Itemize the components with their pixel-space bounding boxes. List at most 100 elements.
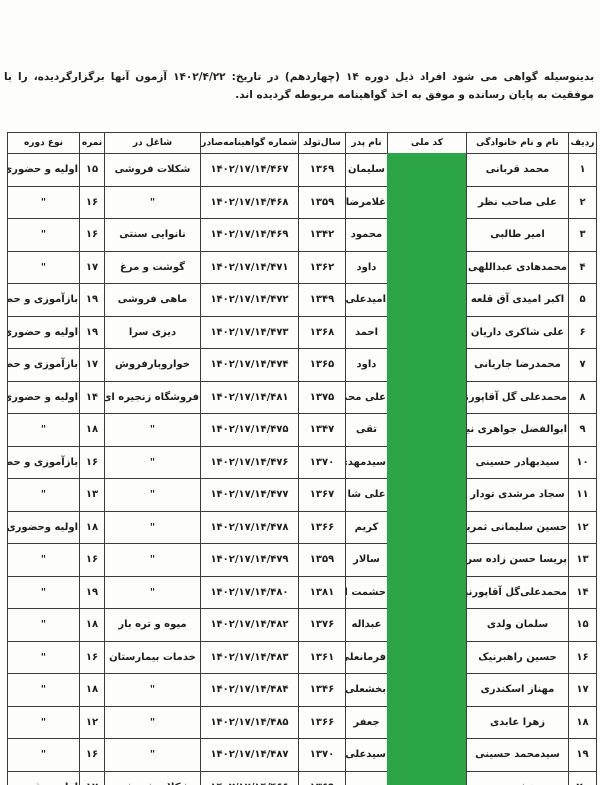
- cell-score: ۱۵: [79, 153, 105, 187]
- table-row: ۱۰ سیدبهادر حسینی سیدمهدی ۱۳۷۰ ۱۴۰۲/۱۷/۱…: [7, 445, 597, 479]
- table-row: ۳ امیر طالبی محمود ۱۳۴۲ ۱۴۰۲/۱۷/۱۴/۴۶۹ ن…: [7, 218, 597, 252]
- cell-birth-year: ۱۳۶۸: [298, 315, 346, 349]
- cell-row-number: ۱۰: [568, 445, 597, 479]
- table-row: ۱۵ سلمان ولدی عبداله ۱۳۷۶ ۱۴۰۲/۱۷/۱۴/۴۸۲…: [7, 608, 597, 642]
- cell-row-number: ۸: [568, 380, 597, 414]
- cell-father-name: فرمانعلی: [345, 640, 388, 674]
- table-row: ۱۸ زهرا عابدی جعفر ۱۳۶۶ ۱۴۰۲/۱۷/۱۴/۴۸۵ "…: [7, 705, 597, 739]
- cell-full-name: محمدرضا جاریانی: [466, 348, 569, 382]
- cell-workplace: ": [104, 575, 201, 609]
- cell-full-name: محمد قربانی: [466, 153, 569, 187]
- cell-score: ۱۳: [79, 478, 105, 512]
- cell-birth-year: ۱۳۶۵: [298, 348, 346, 382]
- cell-course-type: ": [7, 218, 80, 252]
- cell-course-type: اولیه و حضوری: [7, 380, 80, 414]
- header-cell-workplace: شاغل در: [104, 132, 201, 154]
- cell-workplace: فروشگاه زنجیره ای موادغذایی: [104, 380, 201, 414]
- cell-score: ۱۸: [79, 673, 105, 707]
- cell-course-type: اولیه و حضوری: [7, 315, 80, 349]
- cell-workplace: ": [104, 510, 201, 544]
- cell-father-name: سالار: [345, 543, 388, 577]
- cell-certificate-number: ۱۴۰۲/۱۷/۱۴/۴۸۰: [200, 575, 299, 609]
- cell-father-name: سیدعلی: [345, 738, 388, 772]
- cell-full-name: سیدبهادر حسینی: [466, 445, 569, 479]
- table-row: ۲۰ مریم بخشی پورحسن کیاده سعید ۱۳۶۹ ۱۴۰۲…: [7, 770, 597, 785]
- cell-row-number: ۹: [568, 413, 597, 447]
- intro-text: بدینوسیله گواهی می شود افراد ذیل دوره ۱۴…: [4, 70, 595, 102]
- table-row: ۷ محمدرضا جاریانی داود ۱۳۶۵ ۱۴۰۲/۱۷/۱۴/۴…: [7, 348, 597, 382]
- cell-row-number: ۱۹: [568, 738, 597, 772]
- cell-score: ۱۶: [79, 445, 105, 479]
- cell-certificate-number: ۱۴۰۲/۱۷/۱۴/۴۷۷: [200, 478, 299, 512]
- table-header-row: ردیف نام و نام خانوادگی کد ملی نام پدر س…: [7, 132, 597, 154]
- table-row: ۱۳ پریسا حسن زاده سرابی سالار ۱۳۵۹ ۱۴۰۲/…: [7, 543, 597, 577]
- cell-father-name: علی شا: [345, 478, 388, 512]
- cell-row-number: ۱۸: [568, 705, 597, 739]
- cell-course-type: اولیه و حضوری: [7, 153, 80, 187]
- cell-score: ۱۴: [79, 380, 105, 414]
- cell-workplace: شکلات فروشی: [104, 770, 201, 785]
- table-row: ۸ محمدعلی گل آقاپورنیازی علی محمد ۱۳۷۵ ۱…: [7, 380, 597, 414]
- cell-score: ۱۹: [79, 575, 105, 609]
- table-row: ۶ علی شاکری داریان احمد ۱۳۶۸ ۱۴۰۲/۱۷/۱۴/…: [7, 315, 597, 349]
- header-cell-father-name: نام پدر: [345, 132, 388, 154]
- cell-score: ۱۶: [79, 640, 105, 674]
- cell-score: ۱۷: [79, 250, 105, 284]
- cell-birth-year: ۱۳۴۷: [298, 413, 346, 447]
- cell-row-number: ۴: [568, 250, 597, 284]
- cell-full-name: علی شاکری داریان: [466, 315, 569, 349]
- cell-course-type: بازآموزی و حضوری: [7, 283, 80, 317]
- cell-full-name: سجاد مرشدی تودار: [466, 478, 569, 512]
- cell-birth-year: ۱۳۷۶: [298, 608, 346, 642]
- cell-full-name: حسین سلیمانی ثمرین: [466, 510, 569, 544]
- cell-workplace: ": [104, 738, 201, 772]
- cell-full-name: محمدهادی عبداللهی طرقی: [466, 250, 569, 284]
- cell-workplace: خواروبارفروش: [104, 348, 201, 382]
- cell-score: ۱۶: [79, 185, 105, 219]
- cell-birth-year: ۱۳۴۶: [298, 673, 346, 707]
- cell-workplace: خدمات بیمارستان: [104, 640, 201, 674]
- cell-full-name: مریم بخشی پورحسن کیاده: [466, 770, 569, 785]
- cell-certificate-number: ۱۴۰۲/۱۷/۱۴/۴۷۳: [200, 315, 299, 349]
- cell-certificate-number: ۱۴۰۲/۱۷/۱۴/۴۸۳: [200, 640, 299, 674]
- cell-certificate-number: ۱۴۰۲/۱۷/۱۴/۴۶۶: [200, 770, 299, 785]
- header-cell-full-name: نام و نام خانوادگی: [466, 132, 569, 154]
- cell-score: ۱۶: [79, 738, 105, 772]
- cell-birth-year: ۱۳۶۶: [298, 510, 346, 544]
- cell-full-name: زهرا عابدی: [466, 705, 569, 739]
- cell-row-number: ۵: [568, 283, 597, 317]
- cell-course-type: بازآموزی و حضوری: [7, 445, 80, 479]
- cell-certificate-number: ۱۴۰۲/۱۷/۱۴/۴۷۸: [200, 510, 299, 544]
- cell-certificate-number: ۱۴۰۲/۱۷/۱۴/۴۶۹: [200, 218, 299, 252]
- cell-certificate-number: ۱۴۰۲/۱۷/۱۴/۴۸۱: [200, 380, 299, 414]
- cell-course-type: ": [7, 673, 80, 707]
- cell-birth-year: ۱۳۴۲: [298, 218, 346, 252]
- national-code-redaction-overlay: [387, 153, 466, 785]
- cell-birth-year: ۱۳۶۱: [298, 640, 346, 674]
- cell-course-type: ": [7, 705, 80, 739]
- cell-course-type: اولیه وحضوری: [7, 510, 80, 544]
- cell-row-number: ۱۴: [568, 575, 597, 609]
- cell-full-name: محمدعلی گل آقاپورنیازی: [466, 380, 569, 414]
- cell-father-name: بخشعلی: [345, 673, 388, 707]
- cell-certificate-number: ۱۴۰۲/۱۷/۱۴/۴۶۸: [200, 185, 299, 219]
- cell-workplace: ": [104, 478, 201, 512]
- cell-father-name: جعفر: [345, 705, 388, 739]
- cell-father-name: سعید: [345, 770, 388, 785]
- cell-father-name: داود: [345, 348, 388, 382]
- cell-full-name: ابوالفضل جواهری نیا: [466, 413, 569, 447]
- cell-father-name: تقی: [345, 413, 388, 447]
- table-body: ۱ محمد قربانی سلیمان ۱۳۶۹ ۱۴۰۲/۱۷/۱۴/۴۶۷…: [7, 153, 597, 785]
- cell-certificate-number: ۱۴۰۲/۱۷/۱۴/۴۸۴: [200, 673, 299, 707]
- table-row: ۱۴ محمدعلی‌گل آقاپورنیازی حشمت اله ۱۳۸۱ …: [7, 575, 597, 609]
- cell-workplace: ": [104, 445, 201, 479]
- cell-course-type: ": [7, 640, 80, 674]
- cell-birth-year: ۱۳۶۶: [298, 705, 346, 739]
- cell-birth-year: ۱۳۶۲: [298, 250, 346, 284]
- cell-workplace: ": [104, 185, 201, 219]
- cell-certificate-number: ۱۴۰۲/۱۷/۱۴/۴۷۵: [200, 413, 299, 447]
- cell-birth-year: ۱۳۵۹: [298, 185, 346, 219]
- header-cell-row-number: ردیف: [568, 132, 597, 154]
- cell-score: ۱۹: [79, 283, 105, 317]
- table-row: ۴ محمدهادی عبداللهی طرقی داود ۱۳۶۲ ۱۴۰۲/…: [7, 250, 597, 284]
